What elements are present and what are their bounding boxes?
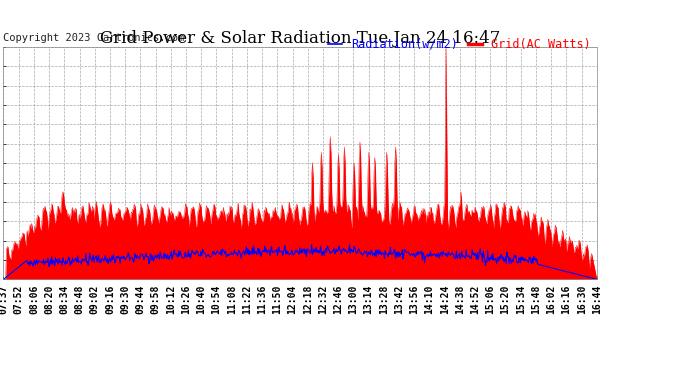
Text: Copyright 2023 Cartronics.com: Copyright 2023 Cartronics.com bbox=[3, 33, 185, 44]
Title: Grid Power & Solar Radiation Tue Jan 24 16:47: Grid Power & Solar Radiation Tue Jan 24 … bbox=[100, 30, 500, 47]
Legend: Radiation(w/m2), Grid(AC Watts): Radiation(w/m2), Grid(AC Watts) bbox=[328, 38, 591, 51]
